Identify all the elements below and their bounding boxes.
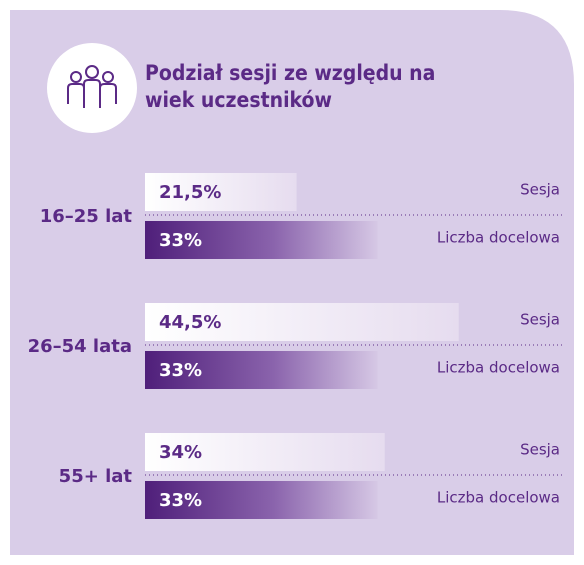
bar [145,303,459,341]
bar [145,173,297,211]
icon [47,43,137,133]
chart-title: Podział sesji ze względu na wiek uczestn… [145,61,436,112]
category-label: 26–54 lata [28,336,132,357]
category-label: 55+ lat [59,466,133,487]
value-label: 21,5% [159,182,221,203]
value-label: 33% [159,360,202,381]
value-label: 33% [159,490,202,511]
bar [145,221,378,259]
bar [145,481,378,519]
series-label: Liczba docelowa [437,229,560,247]
category-label: 16–25 lat [40,206,133,227]
bar [145,433,385,471]
value-label: 44,5% [159,312,221,333]
series-label: Sesja [520,311,560,329]
bar [145,351,378,389]
series-label: Sesja [520,441,560,459]
series-label: Liczba docelowa [437,489,560,507]
value-label: 33% [159,230,202,251]
panel [10,10,574,555]
series-label: Sesja [520,181,560,199]
series-label: Liczba docelowa [437,359,560,377]
value-label: 34% [159,442,202,463]
